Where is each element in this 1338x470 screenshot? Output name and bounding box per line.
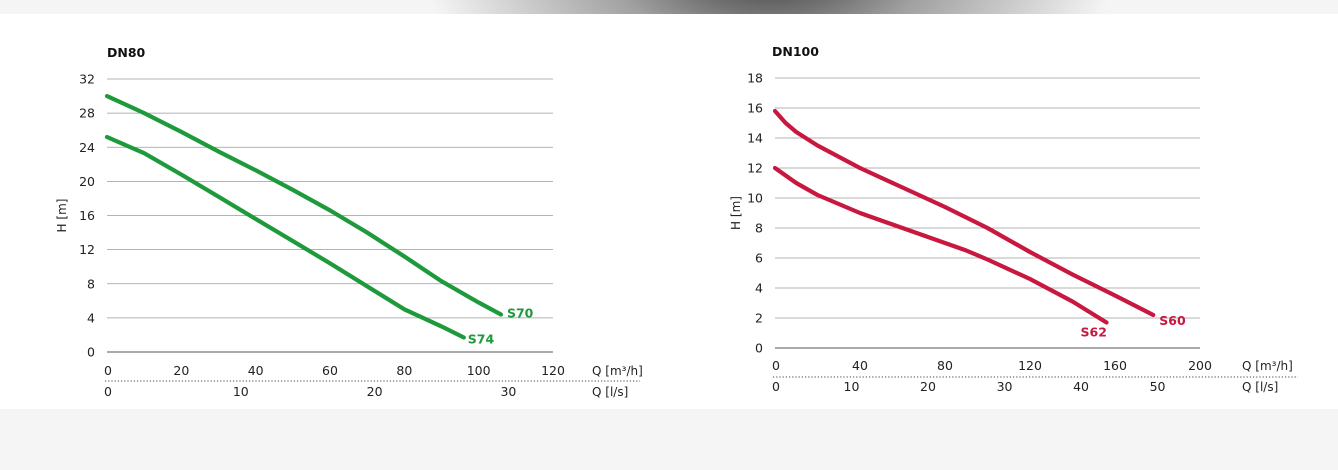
dn100-series-s62-label: S62: [1081, 325, 1107, 340]
dn100-secondary-x-tick-label: 20: [920, 379, 936, 394]
dn80-y-tick-label: 8: [87, 276, 95, 291]
dn80-y-axis-label: H [m]: [55, 199, 69, 233]
dn100-y-tick-label: 12: [747, 161, 763, 176]
dn100-y-tick-label: 18: [747, 71, 763, 86]
dn100-series-s60-line: [772, 108, 1156, 318]
dn100-secondary-x-tick-label: 30: [997, 379, 1013, 394]
dn80-x-tick-label: 120: [541, 363, 565, 378]
dn100-x-axis-label: Q [m³/h]: [1242, 359, 1293, 373]
dn80-x-tick-label: 80: [396, 363, 412, 378]
dn80-x-tick-label: 40: [248, 363, 264, 378]
dn80-series-s74-label: S74: [468, 331, 495, 346]
dn80-x-tick-label: 20: [173, 363, 189, 378]
dn100-y-tick-label: 16: [747, 101, 763, 116]
dn100-y-tick-label: 4: [755, 281, 763, 296]
dn80-secondary-x-tick-label: 20: [367, 384, 383, 399]
dn80-y-tick-label: 0: [87, 345, 95, 360]
dn100-x-tick-label: 40: [852, 358, 868, 373]
dn80-secondary-x-axis-label: Q [l/s]: [592, 385, 628, 399]
dn80-secondary-x-tick-label: 10: [233, 384, 249, 399]
dn100-y-tick-label: 0: [755, 341, 763, 356]
dn100-x-tick-label: 120: [1018, 358, 1042, 373]
dn100-x-tick-label: 200: [1188, 358, 1212, 373]
dn100-y-tick-label: 2: [755, 311, 763, 326]
dn100-x-tick-label: 0: [772, 358, 780, 373]
dn100-chart-title: DN100: [772, 44, 819, 59]
dn100-y-axis-label: H [m]: [729, 196, 743, 230]
dn80-x-tick-label: 60: [322, 363, 338, 378]
dn100-secondary-x-axis-label: Q [l/s]: [1242, 380, 1278, 394]
dn100-secondary-x-tick-label: 10: [844, 379, 860, 394]
dn100-series-s60-label: S60: [1159, 313, 1186, 328]
dn80-secondary-x-tick-label: 30: [500, 384, 516, 399]
dn100-y-tick-label: 10: [747, 191, 763, 206]
dn80-y-tick-label: 16: [79, 208, 95, 223]
dn100-secondary-x-tick-label: 40: [1073, 379, 1089, 394]
dn80-series-s70-line: [104, 93, 504, 317]
dn80-x-tick-label: 0: [104, 363, 112, 378]
dn80-series-s70-label: S70: [507, 305, 534, 320]
dn80-x-axis-label: Q [m³/h]: [592, 364, 643, 378]
dn80-y-tick-label: 4: [87, 310, 95, 325]
dn100-x-tick-label: 160: [1103, 358, 1127, 373]
dn80-y-tick-label: 20: [79, 174, 95, 189]
dn80-y-tick-label: 28: [79, 106, 95, 121]
dn100-series-s62-line: [772, 165, 1109, 325]
dn80-series-s74-line: [104, 134, 466, 340]
dn100-y-tick-label: 6: [755, 251, 763, 266]
dn80-y-tick-label: 24: [79, 140, 95, 155]
dn100-x-tick-label: 80: [937, 358, 953, 373]
dn100-y-tick-label: 14: [747, 131, 763, 146]
dn80-y-tick-label: 32: [79, 72, 95, 87]
dn80-y-tick-label: 12: [79, 242, 95, 257]
dn80-secondary-x-tick-label: 0: [104, 384, 112, 399]
dn100-secondary-x-tick-label: 50: [1150, 379, 1166, 394]
dn100-secondary-x-tick-label: 0: [772, 379, 780, 394]
dn100-y-tick-label: 8: [755, 221, 763, 236]
chart-panel: [0, 14, 1338, 409]
dn80-x-tick-label: 100: [467, 363, 491, 378]
dn80-chart-title: DN80: [107, 45, 146, 60]
